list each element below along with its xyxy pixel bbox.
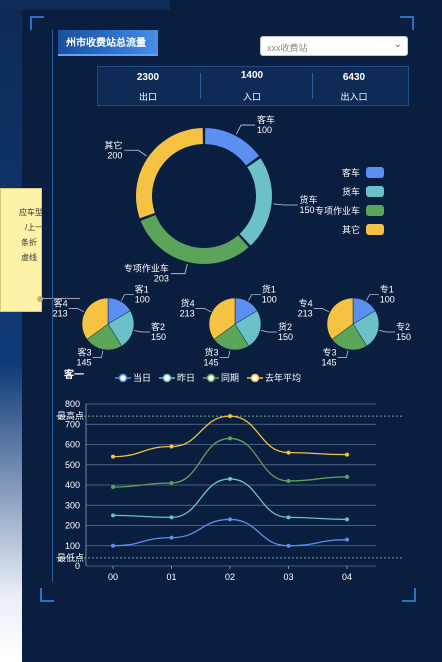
- stat-exit-value: 2300: [136, 72, 160, 83]
- note-line-3: 条折: [21, 238, 37, 247]
- note-line-1: 应车型: [19, 208, 43, 217]
- note-line-4: 虚线: [21, 253, 37, 262]
- page-title: 州市收费站总流量: [66, 38, 146, 49]
- frame-corner-bottom-left: [40, 588, 54, 602]
- stat-exit-label: 出口: [138, 92, 157, 102]
- station-select-value: xxx收费站: [267, 43, 308, 53]
- top-background-bar: [0, 0, 170, 10]
- frame-left-line: [52, 30, 53, 582]
- frame-corner-bottom-right: [402, 588, 416, 602]
- sticky-note: 应车型 /上一 条折 虚线: [0, 188, 44, 312]
- note-connector-dot[interactable]: [37, 296, 43, 302]
- stat-total: 6430 出入口: [304, 67, 404, 105]
- frame-corner-top-right: [400, 16, 414, 30]
- title-banner: 州市收费站总流量: [58, 30, 158, 56]
- stat-total-label: 出入口: [340, 92, 368, 102]
- stats-divider: [312, 73, 313, 99]
- frame-corner-top-left: [30, 16, 44, 30]
- dashboard-panel: [22, 10, 442, 662]
- stat-entry: 1400 入口: [202, 67, 302, 105]
- left-background: [0, 0, 24, 662]
- stat-entry-label: 入口: [242, 92, 261, 102]
- note-line-2: /上一: [25, 223, 44, 232]
- stats-bar: 2300 出口 1400 入口 6430 出入口: [97, 66, 409, 106]
- note-connector-line: [40, 298, 80, 299]
- stat-total-value: 6430: [342, 72, 366, 83]
- chevron-down-icon: ⌄: [393, 39, 402, 50]
- station-select[interactable]: xxx收费站 ⌄: [260, 36, 408, 56]
- stats-divider: [200, 73, 201, 99]
- stat-entry-value: 1400: [240, 70, 264, 81]
- stat-exit: 2300 出口: [98, 67, 198, 105]
